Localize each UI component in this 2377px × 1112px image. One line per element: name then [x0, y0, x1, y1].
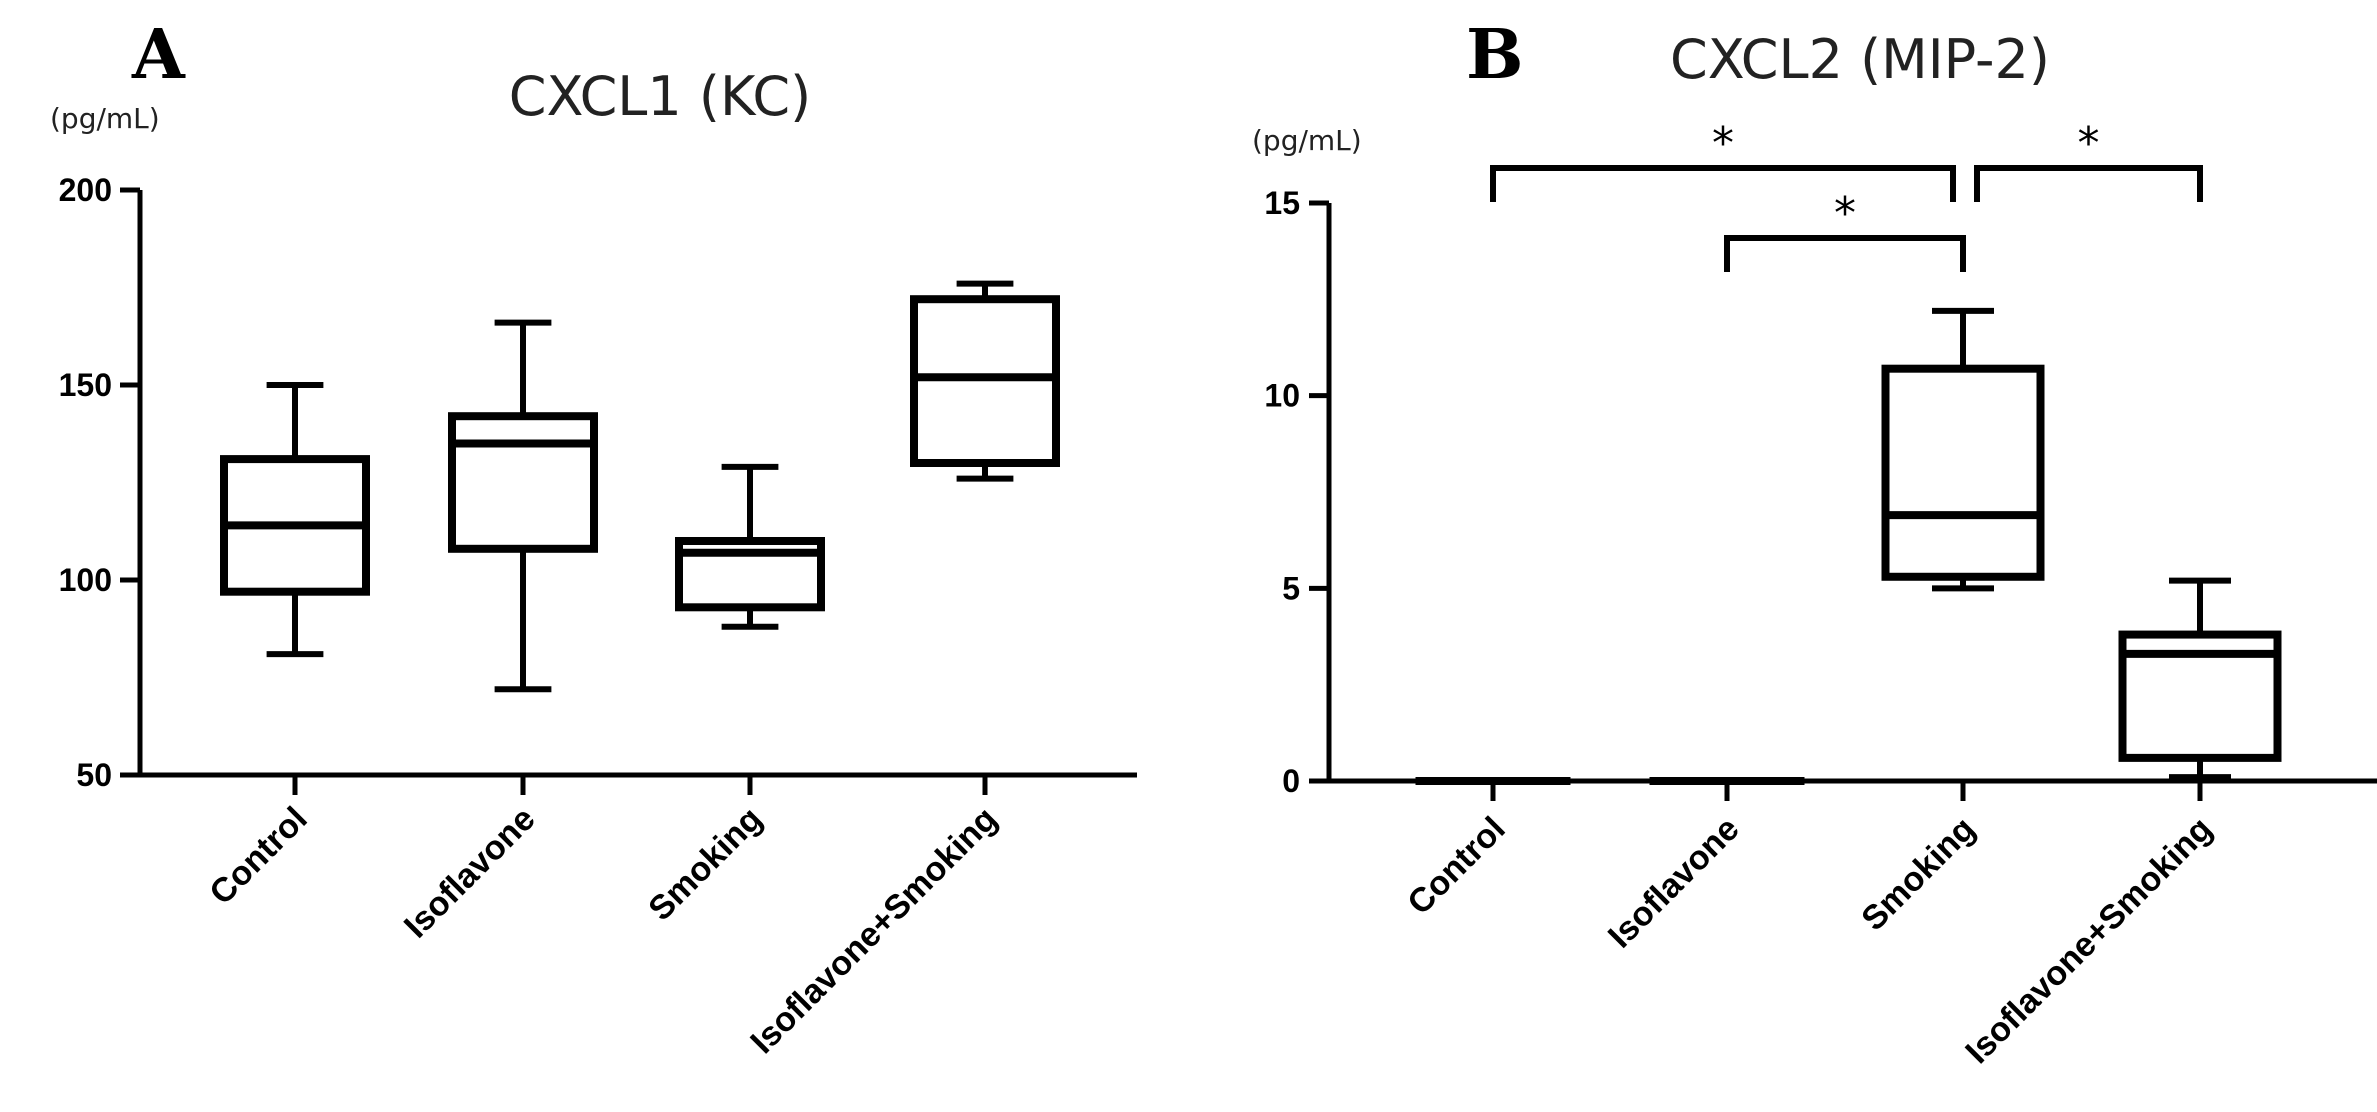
panel-a-cxcl1: A CXCL1 (KC) (pg/mL) 50 100 150 200 Control…	[50, 15, 1137, 1061]
panel-b-tick-label: 10	[1264, 378, 1300, 414]
panel-a-box-1	[448, 319, 598, 693]
panel-a-y-ticks: 50 100 150 200	[59, 172, 140, 793]
panel-b-category-labels: Control Isoflavone SmokingIsoflavone+Smoki…	[1400, 781, 2220, 1071]
panel-b-sig-star: *	[1712, 118, 1734, 169]
panel-b-iqr-box	[1881, 364, 2045, 581]
panel-a-iqr-box	[448, 412, 598, 553]
panel-a-y-unit: (pg/mL)	[50, 102, 160, 135]
panel-a-iqr-box	[675, 537, 825, 612]
panel-b-y-unit: (pg/mL)	[1252, 124, 1362, 157]
panel-a-box-3	[910, 280, 1060, 482]
panel-b-sig-star: *	[1834, 188, 1856, 239]
panel-a-boxes	[220, 280, 1060, 693]
panel-a-category-label: Isoflavone+Smoking	[743, 800, 1004, 1061]
panel-b-sig-bracket	[1724, 235, 1966, 272]
panel-b-letter: B	[1466, 15, 1523, 95]
panel-b-category-label: Isoflavone+Smoking	[1958, 810, 2219, 1071]
panel-b-category-label: Control	[1400, 810, 1512, 922]
panel-b-box-2	[1881, 307, 2045, 592]
panel-b-sig-star: *	[2078, 118, 2100, 169]
panel-b-title-text: CXCL2 (MIP-2)	[1670, 28, 2050, 91]
panel-a-letter: A	[131, 15, 186, 95]
panel-b-sig-bracket	[1974, 165, 2203, 202]
panel-a-category-label: Smoking	[641, 800, 769, 928]
panel-a-box-0	[220, 382, 370, 658]
panel-a-title: CXCL1 (KC)	[509, 65, 811, 128]
panel-a-category-label: Isoflavone	[397, 800, 543, 946]
panel-b-box-3	[2118, 577, 2282, 781]
panel-a-box-2	[675, 463, 825, 630]
panel-a-tick-label: 150	[59, 367, 112, 403]
panel-a-tick-label: 50	[76, 757, 112, 793]
panel-b-sig-bracket	[1490, 165, 1956, 202]
panel-a-category-label: Control	[202, 800, 314, 912]
panel-b-cxcl2: B CXCL2 (MIP-2) (pg/mL) 0 5 10 15 * * * Contr…	[1252, 15, 2377, 1071]
panel-b-tick-label: 0	[1282, 763, 1300, 799]
panel-a-tick-label: 100	[59, 562, 112, 598]
panel-b-category-label: Smoking	[1854, 810, 1982, 938]
panel-a-category-labels: Control Isoflavone SmokingIsoflavone+Smoki…	[202, 775, 1005, 1061]
panel-b-title: CXCL2 (MIP-2)	[1670, 28, 2050, 91]
panel-b-iqr-box	[2118, 630, 2282, 762]
panel-b-significance-brackets: * * *	[1490, 118, 2203, 272]
panel-a-tick-label: 200	[59, 172, 112, 208]
panel-b-tick-label: 15	[1264, 185, 1300, 221]
panel-b-category-label: Isoflavone	[1601, 810, 1747, 956]
panel-b-boxes	[1415, 307, 2282, 785]
panel-b-tick-label: 5	[1282, 570, 1300, 606]
panel-b-y-ticks: 0 5 10 15	[1264, 185, 1329, 799]
